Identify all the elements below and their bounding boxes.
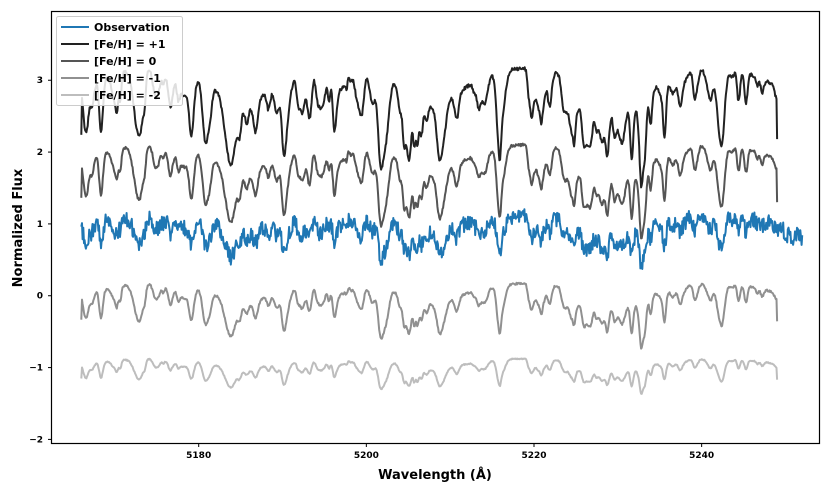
- series-line-3: [80, 142, 779, 240]
- legend-label: [Fe/H] = +1: [94, 38, 166, 51]
- x-tick-label: 5180: [186, 451, 211, 461]
- legend: Observation [Fe/H] = +1 [Fe/H] = 0 [Fe/H] =…: [56, 16, 183, 106]
- y-tick-label: 3: [37, 76, 43, 86]
- y-axis-label: Normalized Flux: [11, 168, 26, 287]
- y-tick-label: 1: [37, 220, 43, 230]
- series-line-1: [80, 208, 804, 270]
- x-axis-label: Wavelength (Å): [378, 467, 492, 483]
- legend-label: [Fe/H] = -2: [94, 89, 161, 102]
- legend-label: Observation: [94, 21, 170, 34]
- legend-label: [Fe/H] = -1: [94, 72, 161, 85]
- x-tick-label: 5220: [521, 451, 546, 461]
- axis-ticks: 5180 5200 5220 5240 −2 −1 0 1 2 3: [29, 76, 714, 461]
- x-tick-label: 5200: [354, 451, 379, 461]
- y-tick-label: 0: [37, 292, 43, 302]
- series-layer: [80, 66, 804, 395]
- x-tick-label: 5240: [689, 451, 714, 461]
- series-line-2: [80, 66, 779, 189]
- series-line-4: [80, 281, 779, 350]
- y-tick-label: 2: [37, 148, 43, 158]
- legend-label: [Fe/H] = 0: [94, 55, 157, 68]
- y-tick-label: −2: [29, 435, 43, 445]
- plot-frame: [50, 10, 821, 445]
- series-line-5: [80, 357, 779, 395]
- legend-box: [56, 16, 183, 106]
- y-tick-label: −1: [29, 364, 43, 374]
